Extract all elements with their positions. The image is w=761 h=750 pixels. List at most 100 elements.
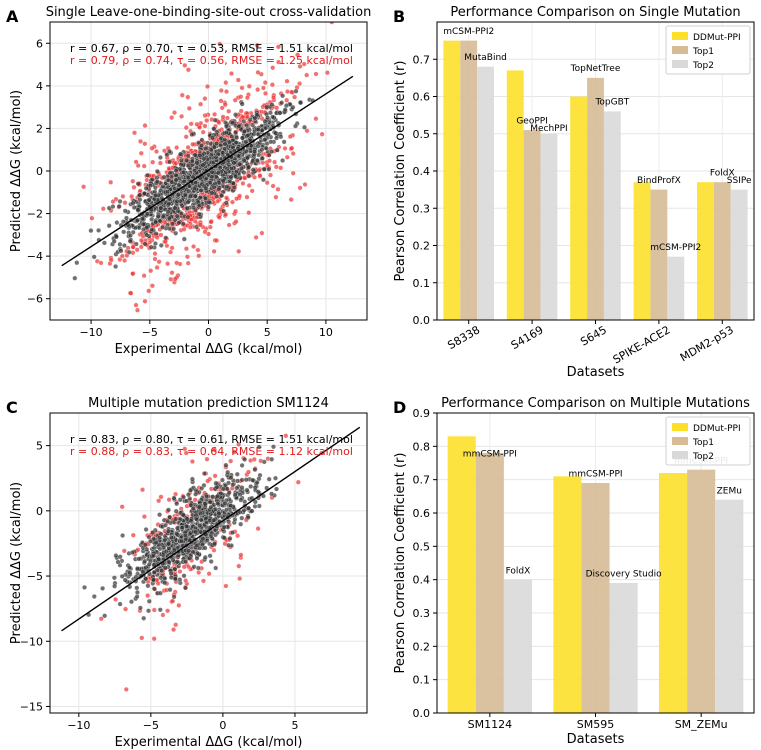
data-point-red <box>190 141 196 147</box>
data-point-black <box>259 147 265 153</box>
stats-line: r = 0.83, ρ = 0.80, τ = 0.61, RMSE = 1.5… <box>70 433 353 446</box>
data-point-black <box>192 193 198 199</box>
data-point-black <box>96 227 102 233</box>
y-tick-label: 0.6 <box>413 507 431 520</box>
data-point-black <box>251 149 257 155</box>
data-point-black <box>185 214 191 220</box>
data-point-black <box>243 148 249 154</box>
data-point-black <box>269 456 275 462</box>
data-point-red <box>271 94 276 100</box>
data-point-red <box>176 602 182 608</box>
y-tick-label: 0.7 <box>413 53 431 66</box>
data-point-black <box>263 125 269 131</box>
data-point-red <box>123 606 129 612</box>
data-point-red <box>130 178 136 184</box>
data-point-black <box>179 157 184 163</box>
data-point-red <box>173 622 179 628</box>
data-point-red <box>278 165 284 171</box>
data-point-black <box>249 508 255 514</box>
data-point-black <box>239 101 245 107</box>
y-axis-label: Pearson Correlation Coefficient (r) <box>393 453 408 674</box>
data-point-black <box>158 205 164 211</box>
data-point-black <box>238 521 244 527</box>
data-point-black <box>136 556 142 562</box>
data-point-red <box>297 185 303 191</box>
data-point-black <box>246 173 252 179</box>
data-point-red <box>168 249 174 255</box>
data-point-black <box>198 143 204 148</box>
data-point-red <box>264 180 270 186</box>
data-point-black <box>244 155 250 161</box>
data-point-black <box>131 205 137 210</box>
x-tick-label: SM595 <box>577 718 614 731</box>
data-point-black <box>140 221 146 227</box>
data-point-black <box>181 494 186 500</box>
data-point-red <box>237 576 243 582</box>
bar-top1-mdm2-p53 <box>713 182 731 320</box>
data-point-black <box>167 514 173 520</box>
data-point-black <box>250 477 256 483</box>
data-point-black <box>233 169 239 175</box>
data-point-red <box>253 234 259 240</box>
data-point-black <box>127 570 133 576</box>
data-point-black <box>177 198 183 204</box>
data-point-black <box>241 158 247 164</box>
data-point-black <box>175 192 181 198</box>
data-point-black <box>190 506 196 512</box>
data-point-black <box>229 133 235 139</box>
data-point-black <box>144 224 150 230</box>
data-point-red <box>160 612 166 618</box>
data-point-red <box>235 533 241 539</box>
data-point-black <box>179 525 185 530</box>
y-tick-label: 0.3 <box>413 202 431 215</box>
data-point-black <box>161 213 166 219</box>
bar-ddmut-ppi-s8338 <box>443 40 461 320</box>
data-point-black <box>172 186 178 192</box>
data-point-black <box>91 254 97 260</box>
data-point-red <box>289 89 295 95</box>
data-point-red <box>212 447 217 453</box>
data-point-red <box>183 578 189 584</box>
data-point-black <box>223 200 229 206</box>
data-point-black <box>212 117 218 123</box>
data-point-black <box>101 240 107 246</box>
data-point-red <box>149 145 155 151</box>
data-point-black <box>235 478 240 484</box>
data-point-black <box>220 150 226 156</box>
y-tick-label: 2 <box>36 122 43 135</box>
data-point-black <box>141 615 147 621</box>
bar-ddmut-ppi-s645 <box>570 96 588 320</box>
data-point-red <box>162 148 167 154</box>
bar-annotation: FoldX <box>506 566 531 576</box>
data-point-red <box>287 134 293 140</box>
data-point-black <box>135 181 141 187</box>
y-tick-label: −4 <box>27 250 43 263</box>
y-tick-label: 0 <box>36 505 43 518</box>
data-point-black <box>165 528 171 534</box>
data-point-black <box>242 456 248 462</box>
data-point-red <box>260 85 266 91</box>
data-point-red <box>185 260 191 266</box>
bar-annotation: GeoPPI <box>516 116 548 126</box>
data-point-red <box>257 173 263 178</box>
data-point-black <box>211 126 217 132</box>
data-point-black <box>246 164 251 170</box>
data-point-red <box>297 63 303 69</box>
x-tick-label: −10 <box>79 326 102 339</box>
data-point-red <box>135 307 140 313</box>
panel-title: Multiple mutation prediction SM1124 <box>88 396 329 411</box>
data-point-black <box>186 188 192 194</box>
data-point-red <box>152 256 158 262</box>
panel-title: Performance Comparison on Single Mutatio… <box>450 5 740 20</box>
data-point-black <box>242 499 248 505</box>
data-point-black <box>182 192 188 198</box>
data-point-black <box>141 191 147 197</box>
data-point-black <box>180 221 186 227</box>
data-point-black <box>200 536 206 542</box>
data-point-black <box>252 499 258 505</box>
data-point-black <box>191 185 197 191</box>
data-point-red <box>192 497 198 503</box>
data-point-black <box>254 479 260 485</box>
